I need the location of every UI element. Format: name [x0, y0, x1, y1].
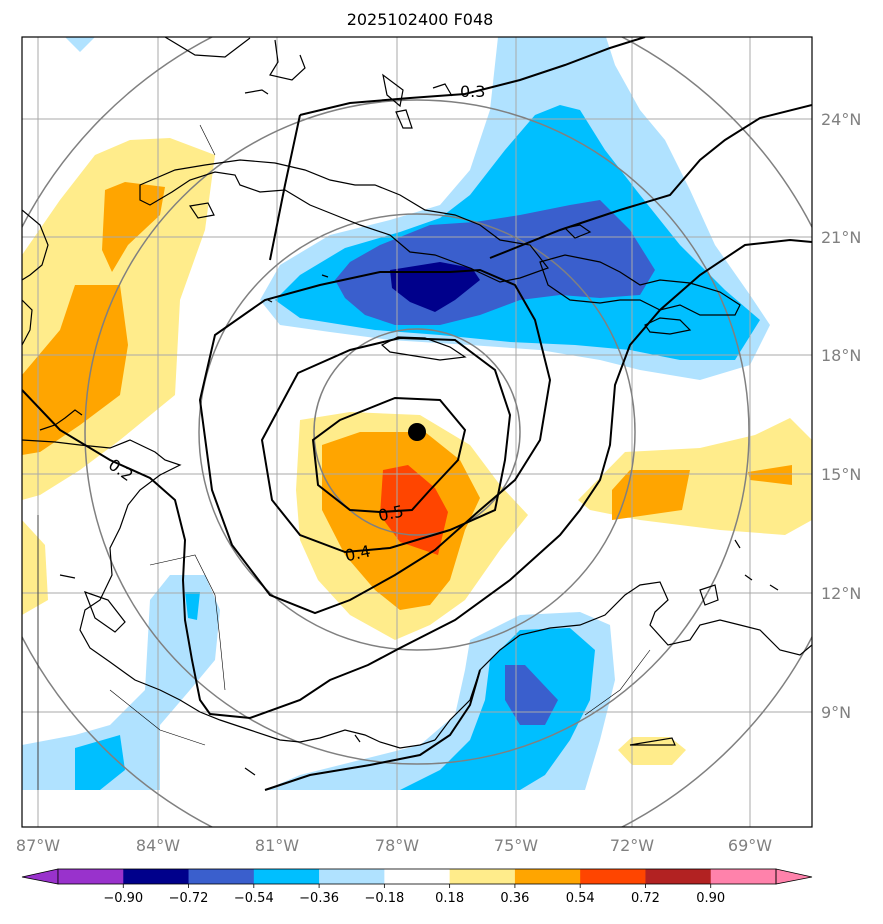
border-colombia-venezuela	[584, 649, 651, 716]
colorbar-extend-right	[775, 868, 813, 885]
colorbar-segment	[319, 869, 385, 884]
field-blue-se	[400, 628, 595, 790]
field-orange-east-2	[748, 465, 792, 485]
colorbar-tick-label: −0.36	[299, 891, 339, 906]
colorbar-segment	[188, 869, 255, 884]
coast-lakes	[83, 591, 126, 633]
field-navy-core	[390, 262, 480, 312]
coast-central-america	[22, 439, 436, 749]
coast-bahamas-3	[395, 109, 413, 129]
lon-label-81w: 81°W	[255, 836, 299, 855]
field-yellow-sw-edge	[22, 520, 48, 615]
colorbar-segment	[58, 869, 124, 884]
coast-bahamas-5	[432, 83, 453, 97]
colorbar-tick-label: −0.18	[364, 891, 404, 906]
contour-label-0.3: 0.3	[460, 82, 485, 101]
colorbar-segment	[253, 869, 320, 884]
map-title: 2025102400 F048	[346, 10, 494, 29]
coast-cuba	[139, 159, 549, 283]
colorbar-frame	[57, 868, 777, 885]
borders	[37, 124, 651, 790]
range-rings	[22, 37, 812, 827]
contour-outer-w	[269, 114, 301, 261]
colorbar-tick-label: 0.36	[500, 891, 529, 906]
colorbar-tick-label: −0.72	[169, 891, 209, 906]
range-ring-3	[84, 99, 750, 765]
lat-label-18n: 18°N	[821, 346, 861, 365]
coast-aruba	[629, 737, 676, 746]
lon-axis: 87°W 84°W 81°W 78°W 75°W 72°W 69°W	[16, 836, 772, 855]
lat-label-21n: 21°N	[821, 228, 861, 247]
lon-label-72w: 72°W	[610, 836, 654, 855]
contour-0.4	[260, 336, 512, 554]
contours	[22, 37, 812, 791]
colorbar-segment	[384, 869, 451, 884]
colorbar-labels: −0.90 −0.72 −0.54 −0.36 −0.18 0.18 0.36 0.54 0.7…	[103, 891, 725, 906]
colorbar-tick-label: 0.90	[696, 891, 725, 906]
lat-label-12n: 12°N	[821, 584, 861, 603]
coast-colombia	[434, 581, 812, 741]
lat-label-24n: 24°N	[821, 110, 861, 129]
lon-label-78w: 78°W	[375, 836, 419, 855]
colorbar-segments	[58, 869, 777, 884]
coast-bahamas-2	[382, 73, 404, 108]
colorbar-tick-label: −0.90	[103, 891, 143, 906]
contour-label-0.4: 0.4	[343, 541, 372, 565]
contour-outer-n	[299, 37, 646, 116]
field-blue-sw-dot	[185, 592, 200, 620]
storm-center-marker	[408, 423, 426, 441]
colorbar-extend-left	[21, 868, 59, 885]
coast-hispaniola	[539, 254, 741, 316]
contour-0.2	[22, 238, 812, 720]
field-light-blue-sw	[22, 575, 220, 790]
coast-puerto-rico	[644, 317, 692, 335]
coast-florida	[164, 37, 251, 58]
border-nicaragua	[109, 689, 206, 746]
lon-label-69w: 69°W	[728, 836, 772, 855]
colorbar-segment	[710, 869, 777, 884]
shaded-fields	[22, 37, 812, 790]
colorbar-tick-label: −0.54	[234, 891, 274, 906]
lon-label-84w: 84°W	[136, 836, 180, 855]
coastlines	[22, 37, 812, 776]
coast-yucatan	[22, 209, 83, 431]
colorbar-segment	[449, 869, 516, 884]
coast-isle-youth	[188, 202, 215, 219]
range-ring-2	[198, 213, 636, 651]
field-blue-sw	[75, 735, 125, 790]
field-light-blue-nw	[65, 37, 95, 52]
lat-axis: 24°N 21°N 18°N 15°N 12°N 9°N	[821, 110, 861, 722]
lon-label-87w: 87°W	[16, 836, 60, 855]
colorbar-segment	[123, 869, 190, 884]
contour-label-0.5: 0.5	[377, 501, 406, 525]
coast-venezuela	[699, 584, 719, 606]
lat-label-15n: 15°N	[821, 465, 861, 484]
colorbar-tick-label: 0.18	[435, 891, 464, 906]
border-gulf-mexico	[199, 124, 216, 156]
coast-bahamas-4	[244, 89, 269, 95]
colorbar-segment	[645, 869, 712, 884]
lon-label-75w: 75°W	[494, 836, 538, 855]
contour-0.3	[198, 268, 552, 615]
coast-cayman	[267, 274, 329, 303]
colorbar-segment	[514, 869, 581, 884]
range-ring-1	[313, 328, 521, 536]
coast-lesser-antilles	[734, 539, 779, 591]
coast-gulf	[59, 574, 361, 776]
contour-outer-e	[489, 104, 812, 259]
lat-label-9n: 9°N	[821, 703, 851, 722]
coast-bahamas-1	[269, 39, 306, 81]
colorbar-tick-label: 0.72	[631, 891, 660, 906]
graticule	[22, 37, 812, 827]
contour-0.5	[311, 396, 467, 514]
colorbar: −0.90 −0.72 −0.54 −0.36 −0.18 0.18 0.36 0.54 0.7…	[21, 868, 813, 906]
border-honduras	[149, 554, 226, 691]
colorbar-ticks	[122, 884, 712, 888]
map-frame	[21, 36, 813, 828]
field-royal-blue-se	[505, 665, 558, 725]
colorbar-tick-label: 0.54	[566, 891, 595, 906]
contour-outer-s	[264, 669, 481, 791]
colorbar-segment	[580, 869, 646, 884]
